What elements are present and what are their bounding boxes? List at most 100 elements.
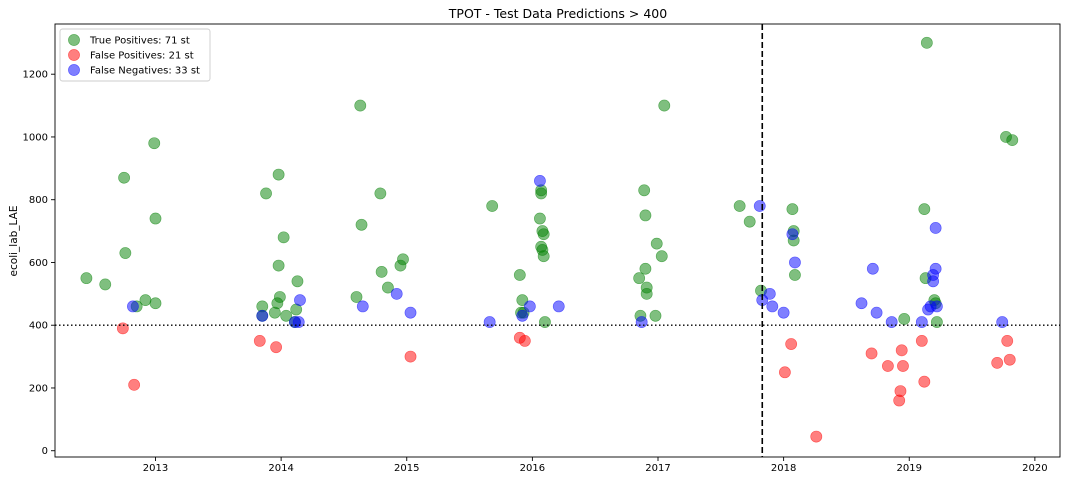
data-point-series-2 xyxy=(866,262,879,275)
data-point-series-2 xyxy=(635,316,648,328)
data-point-series-0 xyxy=(260,187,272,200)
legend-marker xyxy=(68,34,80,46)
data-point-series-1 xyxy=(915,335,928,347)
data-point-series-0 xyxy=(930,316,943,328)
data-point-series-1 xyxy=(881,360,894,372)
y-tick-label: 0 xyxy=(42,446,48,457)
data-point-series-2 xyxy=(855,297,868,310)
data-point-series-0 xyxy=(375,265,388,278)
data-point-series-2 xyxy=(885,316,898,328)
data-point-series-2 xyxy=(753,200,766,212)
x-tick-label: 2014 xyxy=(268,463,293,474)
data-point-series-1 xyxy=(253,335,266,347)
data-point-series-0 xyxy=(786,203,799,216)
data-point-series-0 xyxy=(397,253,409,266)
data-point-series-0 xyxy=(638,184,651,197)
data-point-series-2 xyxy=(483,316,496,328)
data-point-series-2 xyxy=(292,316,305,328)
data-point-series-2 xyxy=(915,316,928,328)
data-point-series-2 xyxy=(294,294,306,307)
data-point-series-2 xyxy=(404,306,417,319)
data-point-series-1 xyxy=(270,341,282,354)
data-point-series-1 xyxy=(810,430,823,443)
data-point-series-2 xyxy=(929,262,942,275)
x-tick-label: 2019 xyxy=(897,463,922,474)
legend-label: False Negatives: 33 st xyxy=(90,66,200,77)
data-point-series-2 xyxy=(534,174,546,187)
y-tick-label: 400 xyxy=(29,321,48,332)
data-point-series-0 xyxy=(649,309,662,322)
plot-area xyxy=(55,24,1060,457)
data-point-series-0 xyxy=(743,215,756,228)
data-point-series-1 xyxy=(1001,335,1014,347)
legend: True Positives: 71 st False Positives: 21… xyxy=(59,28,211,82)
data-point-series-0 xyxy=(918,203,931,216)
data-point-series-0 xyxy=(486,200,499,212)
data-point-series-0 xyxy=(148,137,161,150)
y-axis-label: ecoli_lab_LAE xyxy=(8,206,20,277)
data-point-series-0 xyxy=(658,99,671,112)
legend-label: True Positives: 71 st xyxy=(89,36,190,47)
data-point-series-0 xyxy=(149,212,162,225)
x-tick-label: 2013 xyxy=(143,463,168,474)
data-point-series-0 xyxy=(537,250,550,263)
x-tick-label: 2017 xyxy=(645,463,670,474)
data-point-series-0 xyxy=(374,187,387,200)
legend-marker xyxy=(68,64,80,76)
data-point-series-2 xyxy=(126,300,139,313)
chart-title: TPOT - Test Data Predictions > 400 xyxy=(448,6,667,21)
data-point-series-2 xyxy=(789,256,801,269)
data-point-series-1 xyxy=(897,360,909,372)
data-point-series-0 xyxy=(149,297,162,310)
y-tick-label: 1200 xyxy=(23,70,48,81)
data-point-series-1 xyxy=(918,375,931,388)
x-tick-label: 2015 xyxy=(394,463,419,474)
data-point-series-1 xyxy=(785,338,798,350)
legend-label: False Positives: 21 st xyxy=(90,51,194,62)
legend-box xyxy=(59,28,211,82)
data-point-series-2 xyxy=(256,309,269,322)
data-point-series-0 xyxy=(118,171,130,184)
y-tick-label: 1000 xyxy=(23,132,48,143)
data-point-series-2 xyxy=(552,300,565,313)
axes: 2013 2014 2015 2016 2017 2018 2019 2020 0 200 400 6… xyxy=(23,23,1061,474)
data-point-series-0 xyxy=(534,212,546,225)
x-tick-label: 2016 xyxy=(520,463,545,474)
data-point-series-0 xyxy=(272,259,285,272)
data-point-series-0 xyxy=(539,316,551,328)
data-point-series-0 xyxy=(537,228,550,241)
data-point-series-0 xyxy=(898,313,911,325)
data-point-series-1 xyxy=(865,347,878,360)
data-point-series-0 xyxy=(355,218,368,231)
y-tick-label: 200 xyxy=(29,383,48,394)
data-point-series-2 xyxy=(523,300,536,313)
data-point-series-0 xyxy=(99,278,112,291)
data-point-series-0 xyxy=(272,168,285,181)
y-tick-label: 600 xyxy=(29,258,48,269)
data-point-series-2 xyxy=(929,222,942,234)
data-point-series-2 xyxy=(356,300,369,313)
data-point-series-1 xyxy=(128,378,141,391)
data-point-series-0 xyxy=(733,200,746,212)
data-point-series-2 xyxy=(996,316,1009,328)
data-point-series-0 xyxy=(277,231,290,244)
data-point-series-0 xyxy=(789,269,801,281)
data-point-series-0 xyxy=(119,247,132,259)
data-point-series-0 xyxy=(139,294,152,307)
data-point-series-0 xyxy=(273,291,286,303)
data-point-series-1 xyxy=(518,335,531,347)
data-point-series-1 xyxy=(895,344,908,357)
data-point-series-1 xyxy=(894,385,907,398)
data-point-series-0 xyxy=(80,272,93,285)
data-point-series-2 xyxy=(927,275,940,288)
data-point-series-2 xyxy=(870,306,883,319)
data-point-series-2 xyxy=(390,287,403,300)
data-point-series-0 xyxy=(280,309,293,322)
data-point-series-0 xyxy=(382,281,394,294)
data-point-series-0 xyxy=(639,209,652,222)
data-point-series-1 xyxy=(404,350,417,363)
data-point-series-0 xyxy=(1006,134,1019,146)
y-tick-label: 800 xyxy=(29,195,48,206)
data-point-series-2 xyxy=(763,287,776,300)
